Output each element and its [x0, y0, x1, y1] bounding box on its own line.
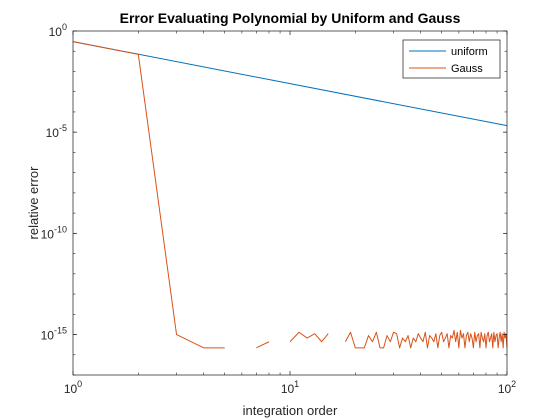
y-tick-exponent: -5 — [59, 123, 67, 133]
series-line-segment — [256, 341, 270, 349]
y-tick-base: 10 — [46, 126, 60, 140]
y-tick-exponent: -15 — [54, 326, 67, 336]
series-line-segment — [72, 41, 508, 127]
series-line-segment — [344, 329, 508, 349]
x-axis-label: integration order — [243, 403, 338, 418]
series-uniform — [72, 41, 508, 127]
x-tick-label: 102 — [498, 379, 516, 396]
axes-background — [73, 31, 507, 375]
y-tick-exponent: 0 — [62, 22, 67, 32]
legend: uniform Gauss — [402, 39, 501, 79]
series-gauss — [72, 41, 508, 349]
series-line-segment — [72, 41, 225, 349]
y-tick-label: 10-5 — [46, 123, 67, 140]
chart-title: Error Evaluating Polynomial by Uniform a… — [120, 10, 461, 26]
legend-box — [402, 39, 501, 79]
x-tick-base: 10 — [498, 382, 512, 396]
x-tick-exponent: 1 — [294, 379, 299, 389]
legend-label-uniform: uniform — [451, 46, 488, 58]
x-tick-base: 10 — [64, 382, 78, 396]
x-tick-exponent: 0 — [77, 379, 82, 389]
x-tick-label: 100 — [64, 379, 82, 396]
x-tick-exponent: 2 — [511, 379, 516, 389]
y-tick-label: 10-15 — [41, 326, 67, 343]
y-tick-base: 10 — [41, 329, 55, 343]
y-tick-label: 10-10 — [41, 224, 67, 241]
y-tick-base: 10 — [41, 227, 55, 241]
legend-label-gauss: Gauss — [451, 63, 483, 75]
y-axis-label: relative error — [26, 166, 41, 240]
x-tick-label: 101 — [281, 379, 299, 396]
y-tick-exponent: -10 — [54, 224, 67, 234]
y-tick-base: 10 — [49, 25, 63, 39]
series-layer — [72, 41, 508, 349]
series-line-segment — [289, 331, 329, 343]
x-tick-base: 10 — [281, 382, 295, 396]
y-tick-label: 100 — [49, 22, 67, 39]
